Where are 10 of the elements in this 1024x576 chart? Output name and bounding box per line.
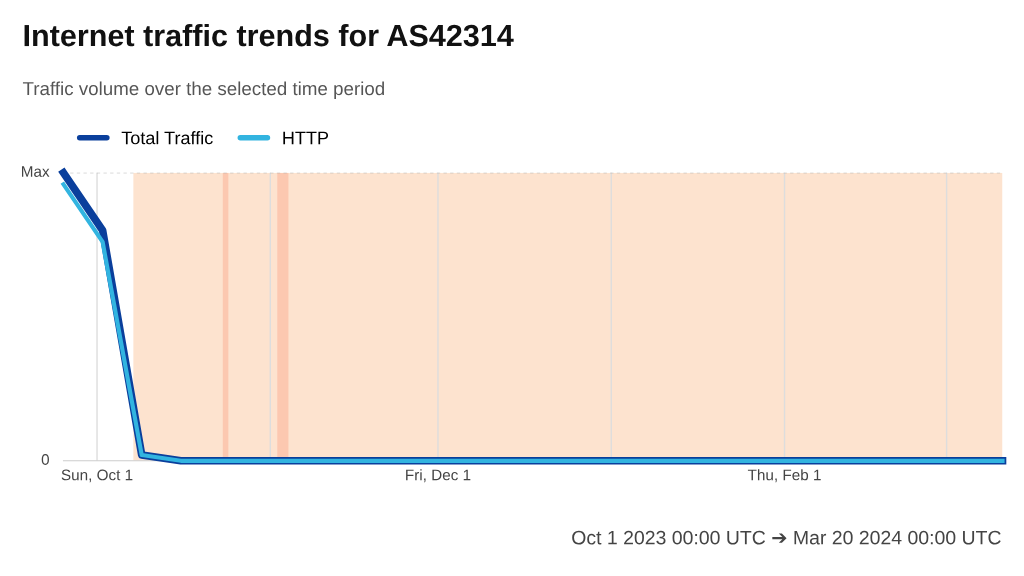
legend-label: Total Traffic [121,131,213,145]
x-tick-label: Thu, Feb 1 [747,469,821,483]
text: 0 [41,454,49,465]
chart-title: Internet traffic trends for AS42314 [24,23,514,47]
legend-label: HTTP [283,131,329,145]
text: Oct 1 2023 00:00 UTC ➔ Mar 20 2024 00:00 UTC [572,530,1001,545]
x-tick-label: Sun, Oct 1 [61,469,133,483]
x-tick-label: Fri, Dec 1 [406,469,471,483]
chart-subtitle: Traffic volume over the selected time period [22,81,384,99]
text: Max [21,166,50,177]
